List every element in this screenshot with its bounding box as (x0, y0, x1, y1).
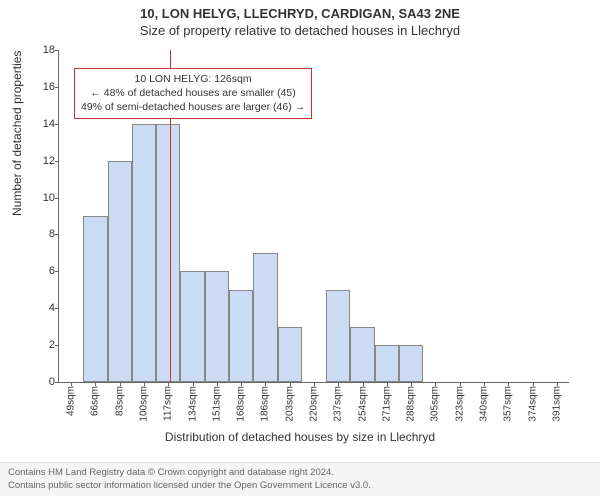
histogram-bar (108, 161, 132, 382)
y-tick-label: 0 (25, 376, 55, 388)
y-tick-mark (55, 198, 59, 199)
histogram-bar (350, 327, 374, 382)
x-tick-label: 340sqm (479, 386, 490, 422)
x-tick-label: 168sqm (236, 386, 247, 422)
x-tick-label: 186sqm (260, 386, 271, 422)
histogram-bar (375, 345, 399, 382)
annotation-line: 10 LON HELYG: 126sqm (81, 72, 305, 86)
y-tick-label: 10 (25, 192, 55, 204)
x-tick-label: 305sqm (430, 386, 441, 422)
y-tick-label: 4 (25, 302, 55, 314)
footer-line-2: Contains public sector information licen… (8, 480, 592, 492)
histogram-bar (229, 290, 253, 382)
y-tick-label: 16 (25, 81, 55, 93)
x-tick-label: 323sqm (454, 386, 465, 422)
histogram-bar (399, 345, 423, 382)
y-tick-mark (55, 50, 59, 51)
y-tick-label: 12 (25, 155, 55, 167)
histogram-bar (253, 253, 277, 382)
y-tick-mark (55, 308, 59, 309)
histogram-bar (278, 327, 302, 382)
annotation-line: 49% of semi-detached houses are larger (… (81, 100, 305, 114)
y-tick-mark (55, 271, 59, 272)
histogram-bar (132, 124, 156, 382)
annotation-callout: 10 LON HELYG: 126sqm← 48% of detached ho… (74, 68, 312, 119)
y-tick-label: 6 (25, 265, 55, 277)
chart-container: 10, LON HELYG, LLECHRYD, CARDIGAN, SA43 … (0, 0, 600, 500)
x-tick-label: 271sqm (381, 386, 392, 422)
x-tick-label: 220sqm (309, 386, 320, 422)
footer-attribution: Contains HM Land Registry data © Crown c… (0, 462, 600, 496)
x-tick-label: 374sqm (527, 386, 538, 422)
x-tick-label: 66sqm (90, 386, 101, 416)
x-tick-label: 357sqm (503, 386, 514, 422)
y-tick-mark (55, 234, 59, 235)
x-tick-label: 254sqm (357, 386, 368, 422)
chart-title: 10, LON HELYG, LLECHRYD, CARDIGAN, SA43 … (0, 0, 600, 21)
y-tick-label: 14 (25, 118, 55, 130)
plot-area: 02468101214161849sqm66sqm83sqm100sqm117s… (58, 50, 569, 383)
histogram-bar (326, 290, 350, 382)
x-tick-label: 203sqm (284, 386, 295, 422)
y-tick-mark (55, 87, 59, 88)
y-axis-label: Number of detached properties (10, 51, 24, 216)
x-tick-label: 288sqm (406, 386, 417, 422)
y-tick-mark (55, 161, 59, 162)
x-tick-label: 151sqm (211, 386, 222, 422)
y-tick-label: 8 (25, 228, 55, 240)
x-tick-label: 237sqm (333, 386, 344, 422)
x-tick-label: 83sqm (114, 386, 125, 416)
y-tick-mark (55, 382, 59, 383)
y-tick-mark (55, 345, 59, 346)
histogram-bar (205, 271, 229, 382)
histogram-bar (156, 124, 180, 382)
histogram-bar (180, 271, 204, 382)
x-axis-label: Distribution of detached houses by size … (0, 430, 600, 444)
y-tick-label: 18 (25, 44, 55, 56)
y-tick-label: 2 (25, 339, 55, 351)
x-tick-label: 100sqm (139, 386, 150, 422)
chart-subtitle: Size of property relative to detached ho… (0, 21, 600, 38)
annotation-line: ← 48% of detached houses are smaller (45… (81, 86, 305, 100)
footer-line-1: Contains HM Land Registry data © Crown c… (8, 467, 592, 479)
histogram-bar (83, 216, 107, 382)
x-tick-label: 134sqm (187, 386, 198, 422)
x-tick-label: 391sqm (551, 386, 562, 422)
x-tick-label: 49sqm (66, 386, 77, 416)
x-tick-label: 117sqm (163, 386, 174, 421)
y-tick-mark (55, 124, 59, 125)
